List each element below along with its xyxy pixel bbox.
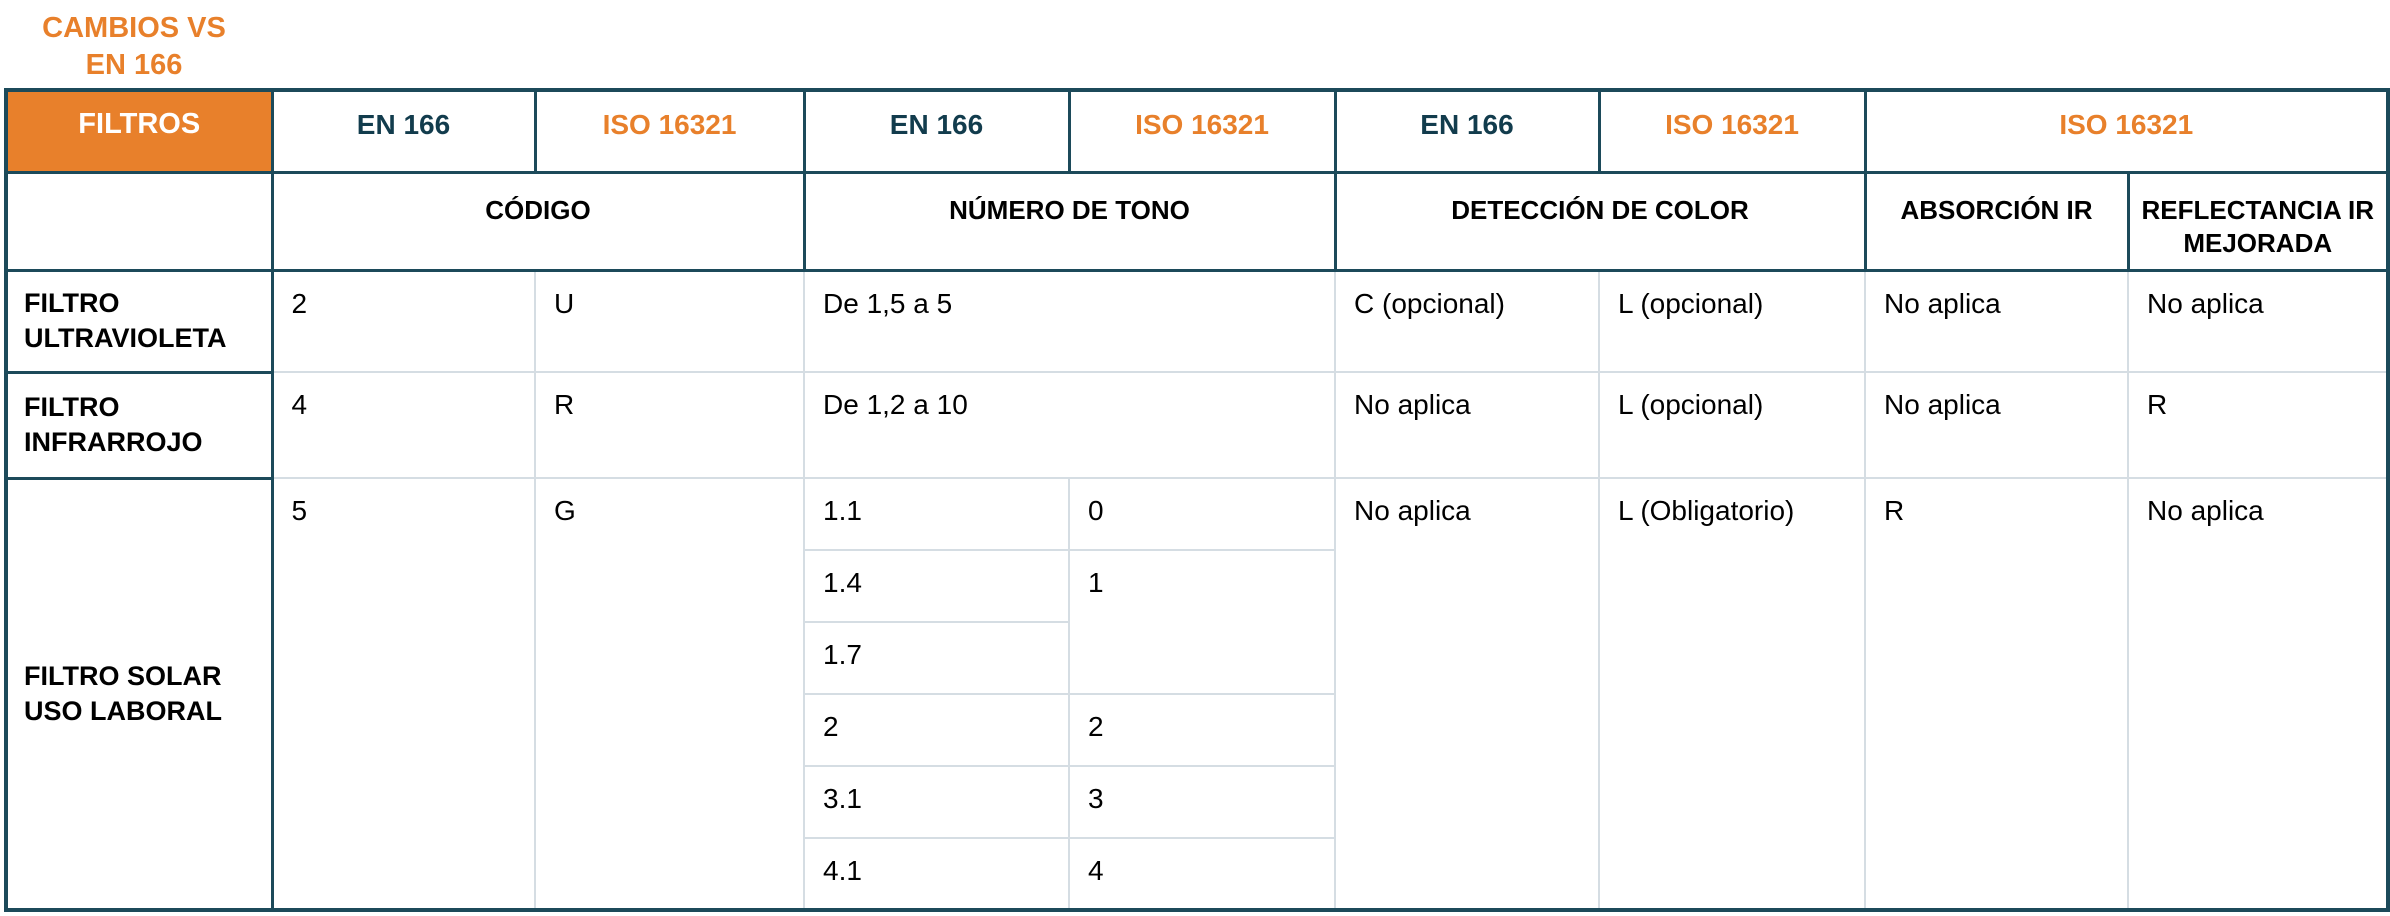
cell-solar-reflectancia: No aplica xyxy=(2127,477,2389,911)
standards-header-row: FILTROS EN 166 ISO 16321 EN 166 ISO 1632… xyxy=(4,88,2390,174)
cell-solar-absorcion: R xyxy=(1864,477,2129,911)
cell-solar-tono-iso-3: 3 xyxy=(1068,765,1336,839)
cell-solar-codigo-en: 5 xyxy=(271,477,536,911)
cell-uv-codigo-iso: U xyxy=(534,269,805,373)
row-label-ultravioleta: FILTRO ULTRAVIOLETA xyxy=(4,268,274,374)
cell-ir-reflectancia: R xyxy=(2127,371,2389,479)
page-title-line2: EN 166 xyxy=(85,49,183,81)
header-category-color: DETECCIÓN DE COLOR xyxy=(1333,170,1867,272)
table-row-solar-2: 1.4 1 xyxy=(6,549,2388,695)
cell-solar-tono-en-0: 1.1 xyxy=(803,477,1070,551)
cell-solar-tono-en-1: 1.4 xyxy=(803,549,1070,623)
cell-solar-tono-en-2: 1.7 xyxy=(803,621,1070,695)
header-standard-iso16321-tono: ISO 16321 xyxy=(1067,88,1337,174)
cell-solar-tono-en-3: 2 xyxy=(803,693,1070,767)
row-label-solar: FILTRO SOLAR USO LABORAL xyxy=(4,476,274,912)
header-category-tono: NÚMERO DE TONO xyxy=(802,170,1337,272)
cell-solar-tono-iso-2: 2 xyxy=(1068,693,1336,767)
header-standard-iso16321-codigo: ISO 16321 xyxy=(533,88,806,174)
header-category-absorcion: ABSORCIÓN IR xyxy=(1863,170,2130,272)
page-title-line1: CAMBIOS VS xyxy=(42,12,226,44)
cell-ir-absorcion: No aplica xyxy=(1864,371,2129,479)
cell-solar-tono-iso-1: 1 xyxy=(1068,549,1336,695)
header-standard-en166-codigo: EN 166 xyxy=(270,88,537,174)
cell-uv-color-en: C (opcional) xyxy=(1334,269,1600,373)
cell-solar-tono-iso-4: 4 xyxy=(1068,837,1336,911)
table-row-solar-5: 3.1 3 xyxy=(6,765,2388,839)
cell-solar-tono-en-4: 3.1 xyxy=(803,765,1070,839)
header-category-reflectancia: REFLECTANCIA IR MEJORADA xyxy=(2126,170,2390,272)
header-standard-en166-tono: EN 166 xyxy=(802,88,1071,174)
cell-solar-color-en: No aplica xyxy=(1334,477,1600,911)
filters-comparison-table: FILTROS EN 166 ISO 16321 EN 166 ISO 1632… xyxy=(4,88,2390,912)
cell-uv-tono: De 1,5 a 5 xyxy=(803,269,1336,373)
header-category-codigo: CÓDIGO xyxy=(270,170,806,272)
cell-uv-color-iso: L (opcional) xyxy=(1598,269,1866,373)
cell-solar-color-iso: L (Obligatorio) xyxy=(1598,477,1866,911)
corner-filtros-header: FILTROS xyxy=(4,88,274,174)
header-standard-en166-color: EN 166 xyxy=(1333,88,1601,174)
table-row-solar-1: FILTRO SOLAR USO LABORAL 5 G 1.1 0 No ap… xyxy=(4,476,2389,912)
cell-ir-color-en: No aplica xyxy=(1334,371,1600,479)
page-title: CAMBIOS VS EN 166 xyxy=(8,10,260,84)
cell-uv-reflectancia: No aplica xyxy=(2127,269,2389,373)
cell-ir-tono: De 1,2 a 10 xyxy=(803,371,1336,479)
corner-empty-cell xyxy=(4,170,274,272)
row-label-infrarrojo: FILTRO INFRARROJO xyxy=(4,370,274,480)
categories-header-row: CÓDIGO NÚMERO DE TONO DETECCIÓN DE COLOR… xyxy=(4,170,2390,272)
cell-ir-color-iso: L (opcional) xyxy=(1598,371,1866,479)
cell-ir-codigo-iso: R xyxy=(534,371,805,479)
cell-uv-absorcion: No aplica xyxy=(1864,269,2129,373)
cell-solar-codigo-iso: G xyxy=(534,477,805,911)
header-standard-iso16321-color: ISO 16321 xyxy=(1597,88,1867,174)
table-row-infrarrojo: FILTRO INFRARROJO 4 R De 1,2 a 10 No apl… xyxy=(4,370,2389,480)
header-standard-iso16321-ir: ISO 16321 xyxy=(1863,88,2390,174)
cell-solar-tono-en-5: 4.1 xyxy=(803,837,1070,911)
cell-solar-tono-iso-0: 0 xyxy=(1068,477,1336,551)
table-row-solar-3: 1.7 xyxy=(6,621,2388,695)
table-row-solar-4: 2 2 xyxy=(6,693,2388,767)
table-row-solar-6: 4.1 4 xyxy=(6,837,2388,911)
table-row-ultravioleta: FILTRO ULTRAVIOLETA 2 U De 1,5 a 5 C (op… xyxy=(4,268,2389,374)
cell-ir-codigo-en: 4 xyxy=(271,371,536,479)
cell-uv-codigo-en: 2 xyxy=(271,269,536,373)
